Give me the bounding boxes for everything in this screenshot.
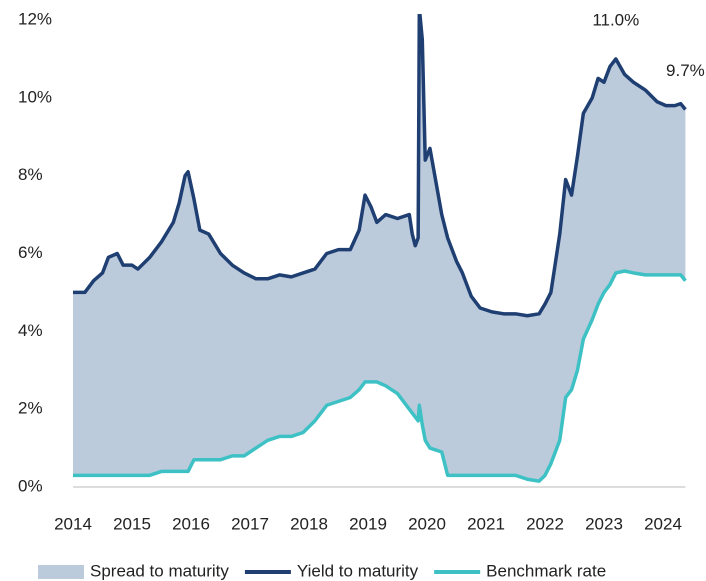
annotation: 9.7%: [666, 61, 705, 80]
x-tick-label: 2018: [290, 514, 328, 533]
x-tick-label: 2022: [526, 514, 564, 533]
series-line: [73, 269, 687, 483]
y-tick-label: 4%: [18, 321, 43, 340]
x-tick-label: 2020: [408, 514, 446, 533]
legend-label: Yield to maturity: [297, 561, 419, 580]
y-tick-label: 8%: [18, 165, 43, 184]
x-tick-label: 2015: [113, 514, 151, 533]
x-tick-label: 2016: [172, 514, 210, 533]
y-tick-label: 2%: [18, 399, 43, 418]
legend-swatch: [38, 565, 84, 579]
legend-label: Benchmark rate: [486, 561, 606, 580]
x-tick-label: 2024: [644, 514, 682, 533]
y-tick-label: 10%: [18, 87, 52, 106]
annotation: 11.0%: [592, 10, 639, 29]
series-line: [73, 14, 687, 318]
x-tick-label: 2023: [585, 514, 623, 533]
x-tick-label: 2017: [231, 514, 269, 533]
x-tick-label: 2014: [54, 514, 92, 533]
x-tick-label: 2019: [349, 514, 387, 533]
legend-label: Spread to maturity: [90, 561, 229, 580]
x-tick-label: 2021: [467, 514, 505, 533]
y-tick-label: 6%: [18, 243, 43, 262]
plot-area: [73, 14, 687, 483]
spread-area: [73, 14, 686, 482]
y-tick-label: 0%: [18, 476, 43, 495]
y-tick-label: 12%: [18, 9, 52, 28]
